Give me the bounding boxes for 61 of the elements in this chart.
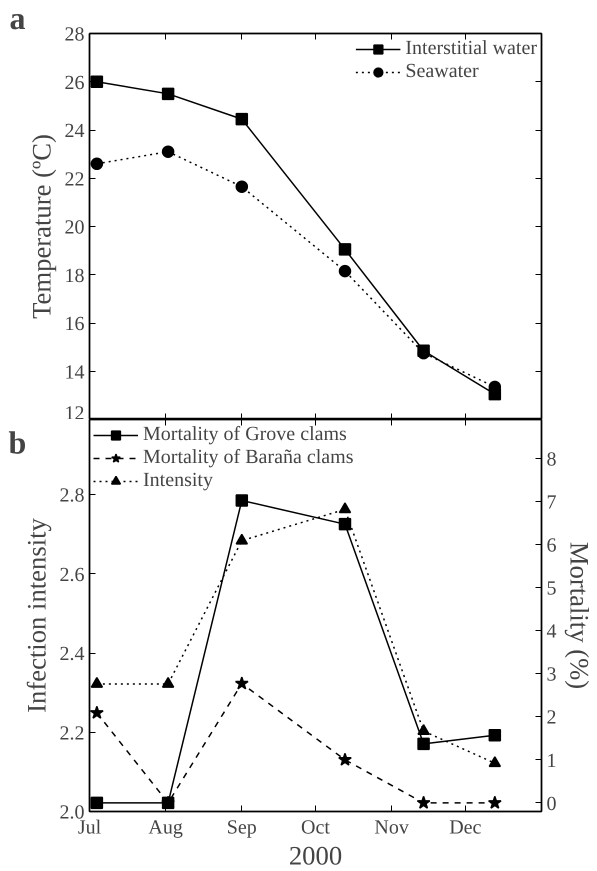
text: b — [8, 424, 26, 460]
point — [234, 676, 249, 690]
point — [162, 88, 174, 100]
text: a — [10, 0, 26, 36]
point — [236, 534, 248, 545]
x-tick-label: Aug — [148, 816, 183, 838]
y-tick-label: 28 — [64, 24, 84, 46]
point — [90, 158, 104, 170]
point — [338, 752, 352, 766]
point — [90, 76, 104, 88]
y-axis-title: Temperature (ºC) — [26, 134, 56, 319]
point — [236, 180, 248, 193]
legend-label: Mortality of Grove clams — [143, 423, 347, 446]
legend-label: Interstitial water — [405, 37, 537, 60]
point — [90, 796, 104, 810]
legend-label: Intensity — [143, 469, 213, 492]
y2-tick-label: 1 — [546, 750, 556, 772]
y-tick-label: 2.4 — [60, 643, 84, 666]
y-tick-label: 16 — [64, 313, 84, 335]
x-axis-title: 2000 — [288, 840, 342, 870]
y2-tick-label: 3 — [546, 664, 556, 686]
legend-label: Seawater — [405, 60, 479, 83]
y-tick-label: 18 — [64, 264, 84, 287]
point — [90, 706, 104, 719]
y-tick-label: 2.6 — [60, 564, 84, 586]
y-tick-label: 22 — [64, 168, 84, 190]
y2-tick-label: 6 — [546, 534, 556, 556]
point — [236, 494, 248, 507]
y-tick-label: 20 — [64, 216, 84, 238]
y-tick-label: 24 — [64, 120, 84, 142]
y2-tick-label: 2 — [546, 706, 556, 729]
point — [236, 112, 248, 126]
point — [338, 502, 352, 514]
y-tick-label: 2.2 — [60, 722, 84, 744]
point — [488, 796, 502, 809]
point — [417, 724, 430, 736]
y-tick-label: 2.8 — [60, 484, 84, 507]
legend-label: Mortality of Baraña clams — [143, 446, 354, 469]
point — [417, 738, 430, 750]
point — [338, 518, 352, 530]
y2-tick-label: 4 — [546, 620, 556, 643]
y-tick-label: 14 — [64, 361, 84, 384]
point — [338, 243, 352, 256]
y2-tick-label: 7 — [546, 491, 556, 514]
y2-tick-label: 0 — [546, 792, 556, 815]
point — [162, 676, 174, 688]
x-tick-label: Sep — [226, 816, 257, 838]
point — [162, 145, 174, 158]
point — [488, 756, 502, 768]
point — [488, 729, 502, 742]
point — [416, 796, 431, 809]
y2-tick-label: 8 — [546, 448, 556, 470]
point — [338, 264, 352, 278]
point — [90, 676, 104, 688]
x-tick-label: Dec — [449, 816, 482, 838]
x-tick-label: Oct — [301, 816, 330, 838]
y-axis-title: Infection intensity — [22, 517, 52, 713]
y2-axis-title: Mortality (%) — [564, 542, 594, 690]
x-tick-label: Nov — [374, 816, 409, 838]
y-tick-label: 26 — [64, 72, 84, 94]
y2-tick-label: 5 — [546, 578, 556, 600]
